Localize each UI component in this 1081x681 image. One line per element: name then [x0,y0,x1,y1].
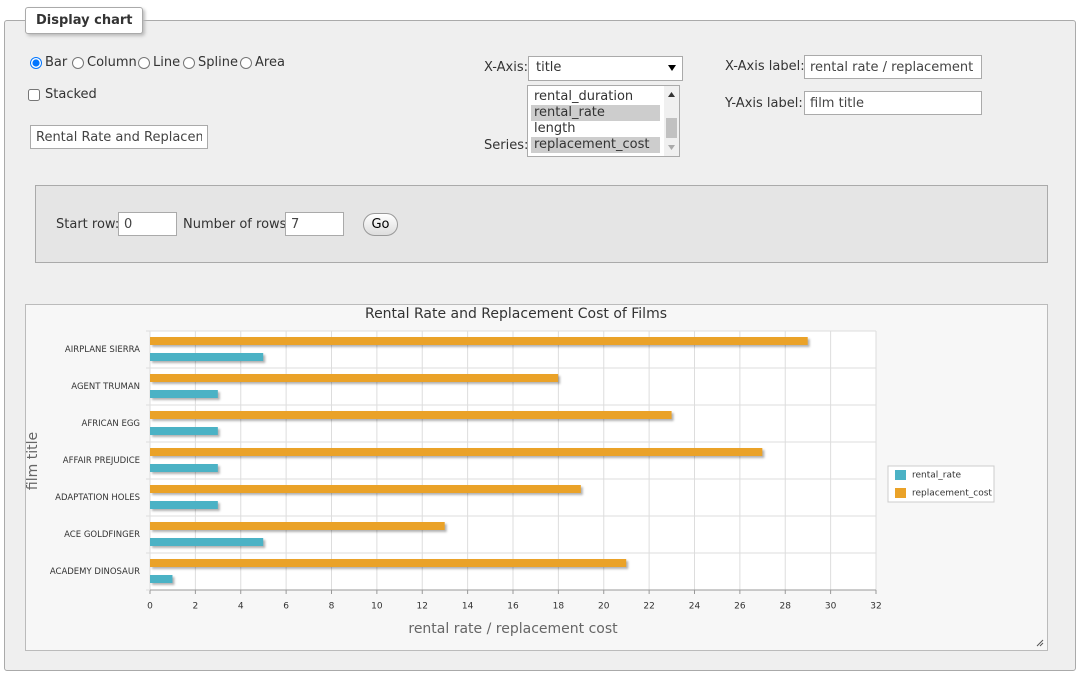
x-tick-label: 4 [238,602,244,612]
rows-input[interactable] [285,212,344,236]
x-axis-select[interactable]: title [528,56,683,81]
x-tick-label: 8 [329,602,335,612]
x-axis-title: rental rate / replacement cost [408,621,618,637]
bar [150,448,762,456]
y-tick-label: AFFAIR PREJUDICE [63,456,140,466]
chart-type-label: Area [255,55,285,70]
x-axis-value: title [536,60,561,75]
x-axis-label-input[interactable] [804,55,982,79]
x-tick-label: 24 [689,602,701,612]
y-axis-label-caption: Y-Axis label: [725,96,803,111]
bar [150,427,218,435]
x-tick-label: 0 [147,602,153,612]
y-tick-label: AIRPLANE SIERRA [65,345,140,355]
x-tick-label: 30 [825,602,837,612]
x-tick-label: 10 [371,602,383,612]
x-tick-label: 12 [417,602,428,612]
bar [150,501,218,509]
start-row-input[interactable] [118,212,177,236]
rows-label: Number of rows: [183,217,291,232]
bar [150,575,172,583]
bar [150,353,263,361]
chart-type-radio[interactable] [240,57,252,69]
dropdown-arrow [668,65,676,72]
chart-type-radio[interactable] [183,57,195,69]
stacked-label: Stacked [45,87,97,102]
y-tick-label: AGENT TRUMAN [71,382,140,392]
x-tick-label: 26 [734,602,746,612]
scrollbar-graphic [664,86,679,156]
scrollbar [664,86,679,156]
x-tick-label: 14 [462,602,474,612]
y-tick-label: ADAPTATION HOLES [55,493,140,503]
legend-label: rental_rate [912,471,962,481]
y-axis-label-input[interactable] [804,91,982,115]
x-tick-label: 2 [193,602,199,612]
x-axis-label: X-Axis: [484,60,528,75]
series-select[interactable]: rental_durationrental_ratelengthreplacem… [527,85,680,157]
series-label: Series: [484,138,528,153]
legend-label: replacement_cost [912,489,992,499]
chart-type-label: Spline [198,55,238,70]
series-option[interactable]: replacement_cost [531,137,660,153]
x-tick-label: 20 [598,602,610,612]
bar [150,411,672,419]
chart-type-label: Line [153,55,180,70]
legend-swatch [895,488,906,498]
stacked-checkbox[interactable] [28,89,40,101]
bar [150,559,626,567]
bar [150,538,263,546]
legend-swatch [895,470,906,480]
x-tick-label: 18 [553,602,565,612]
x-axis-label-caption: X-Axis label: [725,59,805,74]
chart-type-radio[interactable] [138,57,150,69]
x-tick-label: 16 [507,602,519,612]
fieldset-legend: Display chart [25,7,143,34]
x-tick-label: 22 [643,602,654,612]
y-tick-label: ACADEMY DINOSAUR [50,567,140,577]
series-option[interactable]: rental_rate [531,105,660,121]
series-option[interactable]: rental_duration [531,89,660,105]
bar [150,374,558,382]
chart: Rental Rate and Replacement Cost of Film… [25,304,1049,652]
y-tick-label: AFRICAN EGG [82,419,140,429]
chart-title: Rental Rate and Replacement Cost of Film… [365,306,667,322]
chart-type-radio[interactable] [30,57,42,69]
go-button[interactable]: Go [363,213,398,236]
x-tick-label: 32 [870,602,881,612]
x-tick-label: 6 [283,602,289,612]
bar [150,464,218,472]
bar [150,485,581,493]
chart-type-label: Bar [45,55,67,70]
bar [150,522,445,530]
x-tick-label: 28 [780,602,792,612]
bar [150,337,808,345]
chart-type-radio[interactable] [72,57,84,69]
y-axis-title: film title [25,432,41,490]
start-row-label: Start row: [56,217,119,232]
series-option[interactable]: length [531,121,660,137]
chart-type-label: Column [87,55,137,70]
title-input[interactable] [30,125,208,149]
bar [150,390,218,398]
y-tick-label: ACE GOLDFINGER [64,530,140,540]
